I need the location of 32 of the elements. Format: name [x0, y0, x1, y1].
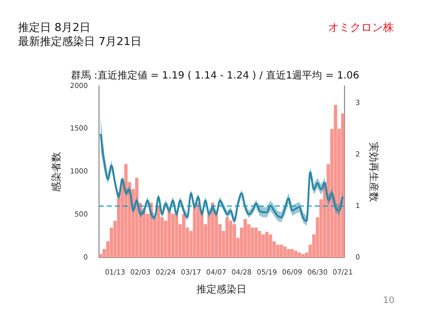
bar — [294, 250, 298, 258]
bar — [301, 254, 305, 258]
bar — [341, 113, 344, 258]
line-series — [100, 133, 344, 222]
text: 10 — [383, 296, 394, 306]
bar — [276, 244, 280, 258]
bar — [268, 234, 272, 258]
bar — [196, 202, 200, 258]
text: オミクロン株 — [328, 20, 394, 35]
bar — [171, 214, 175, 258]
bar — [298, 252, 302, 258]
bar — [258, 231, 262, 258]
chart-title: 群馬 :直近推定値 = 1.19 ( 1.14 - 1.24 ) / 直近1週平均 = 1.06 — [70, 70, 360, 82]
text: 推定日 8月2日 — [18, 20, 90, 35]
bar — [168, 210, 171, 258]
bar — [135, 178, 138, 258]
bar — [265, 232, 269, 258]
bar — [182, 214, 186, 258]
bar — [262, 234, 265, 258]
bar — [254, 228, 258, 258]
bar — [210, 202, 214, 258]
y-axis-title: 感染者数 — [50, 152, 63, 192]
text: 最新推定感染日 7月21日 — [18, 34, 142, 49]
bar — [229, 220, 232, 258]
bar — [280, 244, 283, 258]
bar — [290, 249, 294, 258]
bar — [225, 217, 229, 258]
x-axis-title: 推定感染日 — [196, 284, 247, 296]
y2-axis-title: 実効再生産数 — [367, 142, 380, 202]
bar — [244, 218, 247, 258]
bar — [232, 224, 236, 258]
bar — [250, 228, 254, 258]
